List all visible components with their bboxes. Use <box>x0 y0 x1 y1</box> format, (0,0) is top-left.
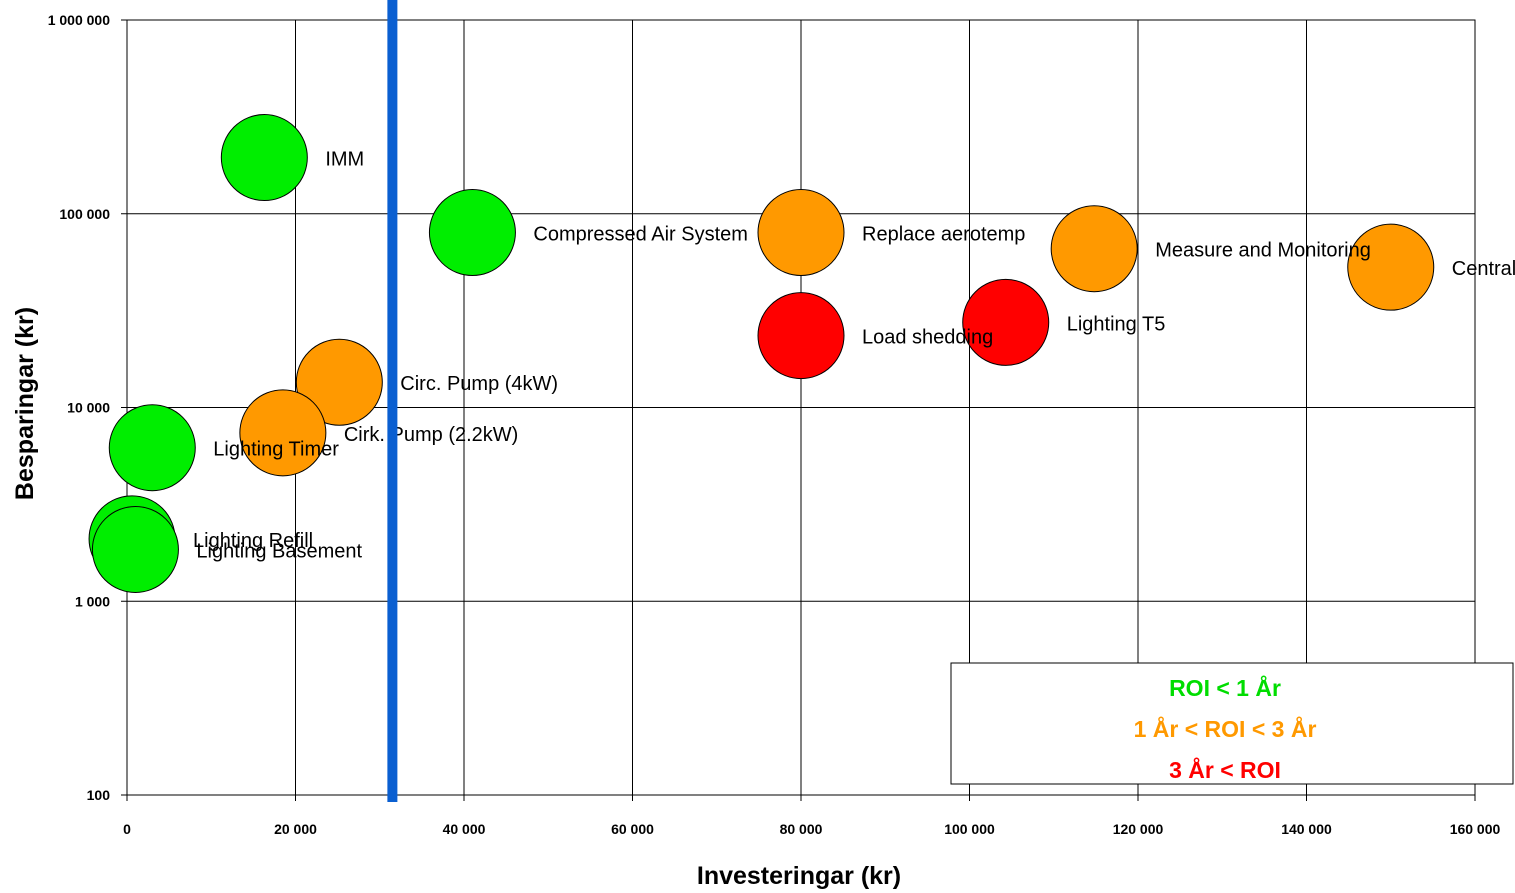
bubble-label: Load shedding <box>862 327 993 349</box>
x-tick-label: 0 <box>123 821 131 837</box>
bubble-label: Replace aerotemp <box>862 224 1025 246</box>
point-labels-layer: IMM Compressed Air System Replace aerotemp… <box>193 149 1515 563</box>
bubble-label: Circ. Pump (4kW) <box>400 373 558 395</box>
bubble-label: Lighting T5 <box>1067 313 1166 335</box>
bubble <box>239 389 327 477</box>
y-tick-label: 100 <box>87 787 111 803</box>
bubble <box>108 404 196 492</box>
legend-entry-roi-1-to-3: 1 År < ROI < 3 År <box>1134 715 1317 742</box>
x-axis-title: Investeringar (kr) <box>697 862 901 890</box>
bubble <box>220 114 308 202</box>
bubble-label: Cirk. Pump (2.2kW) <box>344 424 518 446</box>
x-tick-label: 20 000 <box>274 821 317 837</box>
bubble-label: Measure and Monitoring <box>1155 240 1371 262</box>
x-tick-label: 60 000 <box>611 821 654 837</box>
bubble-label: Lighting Timer <box>213 439 339 461</box>
bubble-label: Lighting Basement <box>196 540 362 562</box>
x-tick-label: 40 000 <box>443 821 486 837</box>
bubble <box>428 189 516 277</box>
legend: ROI < 1 År 1 År < ROI < 3 År 3 År < ROI <box>950 662 1514 785</box>
bubble <box>1050 205 1138 293</box>
bubble <box>1347 223 1435 311</box>
legend-entry-roi-under-1: ROI < 1 År <box>1169 674 1281 701</box>
x-tick-label: 100 000 <box>944 821 995 837</box>
bubble-label: Central heating <box>1452 258 1515 280</box>
x-axis-ticks: 0 20 000 40 000 60 000 80 000 100 000 120 000 1… <box>123 795 1501 837</box>
bubble <box>757 189 845 277</box>
bubble <box>295 338 383 426</box>
x-tick-label: 80 000 <box>780 821 823 837</box>
y-tick-label: 1 000 <box>75 593 110 609</box>
legend-entry-roi-over-3: 3 År < ROI <box>1169 756 1281 783</box>
bubble <box>757 292 845 380</box>
x-tick-label: 140 000 <box>1281 821 1332 837</box>
y-tick-label: 100 000 <box>59 206 110 222</box>
bubbles-layer <box>88 114 1435 593</box>
y-axis-title: Besparingar (kr) <box>11 307 39 500</box>
y-axis-ticks: 100 1 000 10 000 100 000 1 000 000 <box>48 12 127 803</box>
bubble-label: Lighting Refill <box>193 530 313 552</box>
bubble-label: IMM <box>325 149 364 171</box>
y-tick-label: 10 000 <box>67 400 110 416</box>
x-tick-label: 120 000 <box>1113 821 1164 837</box>
x-tick-label: 160 000 <box>1450 821 1501 837</box>
bubble <box>91 505 179 593</box>
bubble-label: Compressed Air System <box>533 224 748 246</box>
bubble <box>962 278 1050 366</box>
y-tick-label: 1 000 000 <box>48 12 110 28</box>
legend-box <box>950 662 1514 785</box>
